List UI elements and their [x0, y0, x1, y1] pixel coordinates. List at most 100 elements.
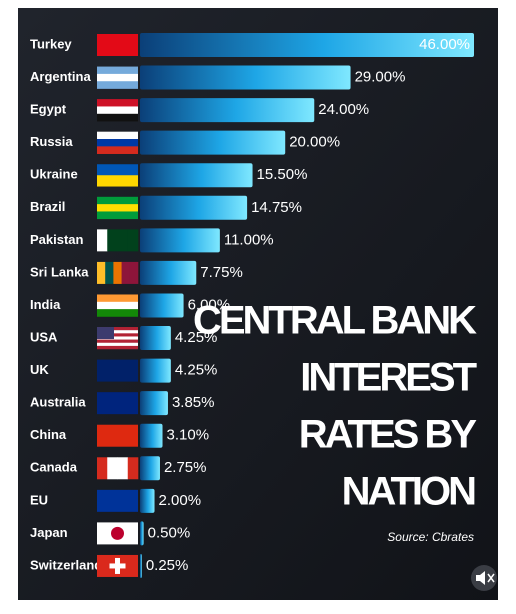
flag-part	[97, 359, 138, 382]
flag-part	[107, 229, 118, 252]
flag-icon	[97, 392, 138, 415]
value-label: 4.25%	[175, 362, 218, 379]
flag-part	[97, 164, 138, 176]
value-label: 7.75%	[200, 264, 243, 281]
flag-icon	[97, 66, 138, 89]
flag-part	[109, 563, 126, 569]
flag-part	[129, 261, 139, 284]
category-label: USA	[30, 329, 58, 344]
flag-icon	[97, 294, 138, 317]
category-label: Switzerland	[30, 557, 102, 572]
flag-part	[117, 457, 129, 480]
bar	[140, 33, 474, 57]
flag-part	[97, 131, 138, 140]
flag-part	[97, 175, 138, 187]
flag-part	[97, 327, 114, 340]
bar	[140, 456, 160, 481]
flag-part	[127, 457, 139, 480]
value-label: 3.10%	[167, 427, 210, 444]
flag-part	[97, 99, 138, 107]
flag-part	[97, 489, 138, 512]
value-label: 6.00%	[188, 296, 231, 313]
category-label: EU	[30, 492, 48, 507]
bar	[140, 326, 171, 351]
flag-part	[97, 342, 138, 347]
bar	[140, 423, 163, 448]
flag-part	[97, 229, 108, 252]
flag-part	[97, 66, 138, 75]
category-label: India	[30, 297, 61, 312]
bar	[140, 195, 248, 220]
source: Source: Cbrates	[387, 530, 474, 544]
flag-icon	[97, 99, 138, 122]
flag-part	[97, 106, 138, 115]
category-label: Pakistan	[30, 232, 84, 247]
bar	[140, 293, 184, 318]
flag-part	[117, 229, 129, 252]
flag-part	[97, 81, 138, 89]
flag-part	[97, 139, 138, 147]
flag-part	[97, 211, 138, 220]
bar	[140, 130, 286, 155]
category-label: Egypt	[30, 102, 67, 117]
flag-part	[97, 457, 108, 480]
category-label: Canada	[30, 460, 78, 475]
bar	[140, 98, 315, 123]
flag-icon	[97, 554, 138, 577]
flag-part	[97, 309, 138, 317]
category-label: Argentina	[30, 69, 91, 84]
value-label: 0.50%	[148, 524, 191, 541]
value-label: 2.00%	[159, 492, 202, 509]
flag-icon	[97, 489, 138, 512]
value-label: 14.75%	[251, 199, 302, 216]
bar	[140, 260, 197, 285]
category-label: Japan	[30, 525, 68, 540]
flag-part	[97, 73, 138, 82]
flag-part	[97, 34, 138, 56]
value-label: 15.50%	[257, 166, 308, 183]
value-label: 24.00%	[318, 101, 369, 118]
flag-part	[97, 424, 138, 447]
flag-part	[127, 229, 139, 252]
value-label: 4.25%	[175, 329, 218, 346]
flag-icon	[97, 327, 138, 350]
flag-part	[97, 301, 138, 310]
flag-icon	[97, 196, 138, 220]
flag-part	[97, 113, 138, 122]
flag-part	[111, 526, 124, 540]
flag-icon	[97, 424, 138, 447]
category-label: UK	[30, 362, 49, 377]
bar	[140, 391, 168, 416]
flag-part	[97, 336, 138, 340]
category-label: Australia	[30, 395, 86, 410]
category-label: Russia	[30, 134, 73, 149]
mute-button[interactable]	[471, 565, 497, 591]
value-label: 46.00%	[419, 36, 470, 53]
bar	[140, 521, 144, 546]
flag-part	[121, 261, 131, 284]
flag-part	[97, 330, 138, 334]
flag-part	[97, 196, 138, 205]
flag-icon	[97, 261, 139, 284]
flag-icon	[97, 131, 138, 154]
flag-part	[97, 339, 138, 343]
value-label: 2.75%	[164, 459, 207, 476]
bar	[140, 163, 253, 188]
flag-icon	[97, 359, 138, 382]
flag-icon	[97, 229, 139, 252]
category-label: Sri Lanka	[30, 264, 89, 279]
flag-part	[97, 333, 138, 337]
value-label: 20.00%	[289, 134, 340, 151]
value-label: 0.25%	[146, 557, 189, 574]
bar	[140, 65, 351, 90]
flag-icon	[97, 522, 138, 545]
category-label: China	[30, 427, 67, 442]
flag-part	[97, 392, 138, 415]
bar	[140, 358, 171, 383]
flag-part	[97, 327, 138, 331]
flag-part	[97, 294, 138, 303]
category-label: Turkey	[30, 36, 72, 51]
bar	[140, 553, 142, 578]
flag-part	[97, 146, 138, 154]
bar	[140, 228, 220, 253]
